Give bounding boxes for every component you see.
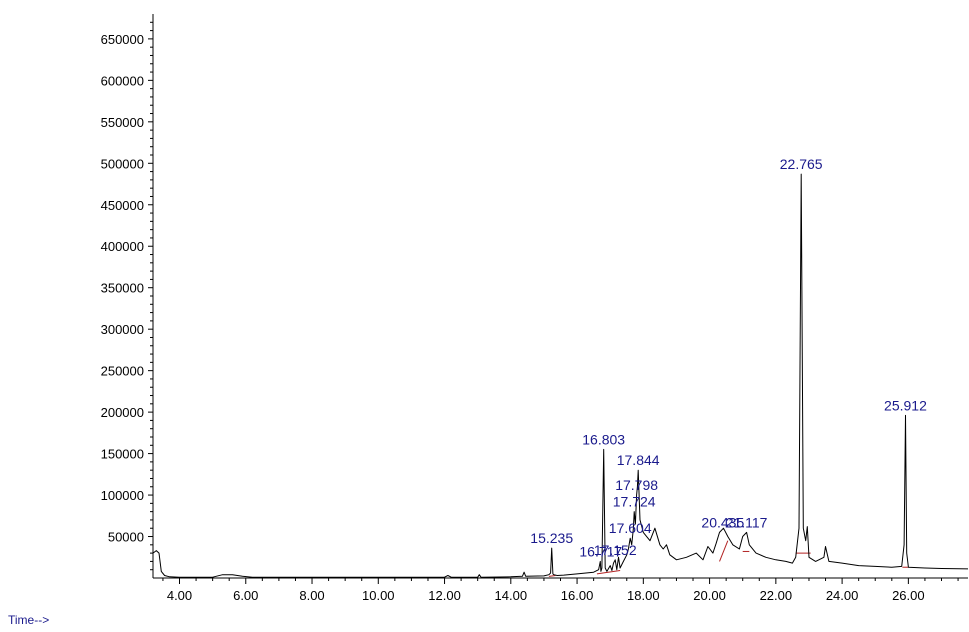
y-tick-label: 400000 bbox=[101, 239, 144, 254]
peak-label: 17.604 bbox=[609, 520, 652, 536]
x-tick-label: 20.00 bbox=[693, 588, 726, 603]
x-tick-label: 16.00 bbox=[561, 588, 594, 603]
x-tick-label: 8.00 bbox=[299, 588, 324, 603]
x-tick-label: 14.00 bbox=[495, 588, 528, 603]
peak-label: 17.152 bbox=[594, 542, 637, 558]
peak-label: 21.117 bbox=[726, 514, 768, 530]
y-tick-label: 350000 bbox=[101, 281, 144, 296]
peak-label: 25.912 bbox=[884, 397, 927, 413]
peak-label: 20.435 bbox=[701, 514, 744, 530]
peak-label: 16.717 bbox=[579, 543, 622, 559]
y-axis-ticks: 50000 100000 150000 200000 250000 300000 35000… bbox=[101, 21, 153, 571]
peak-labels: 15.235 16.717 16.803 17.152 17.604 17.72417.7… bbox=[530, 156, 927, 559]
x-axis-ticks: 4.00 6.00 8.00 10.00 12.00 14.00 16.00 18.00 20.… bbox=[162, 578, 959, 603]
y-tick-label: 200000 bbox=[101, 405, 144, 420]
series-traces bbox=[152, 173, 969, 578]
x-tick-label: 26.00 bbox=[892, 588, 925, 603]
peak-label: 15.235 bbox=[530, 530, 573, 546]
chromatogram-trace bbox=[152, 173, 969, 578]
x-tick-label: 4.00 bbox=[167, 588, 192, 603]
y-tick-label: 250000 bbox=[101, 364, 144, 379]
peak-label: 17.798 bbox=[615, 477, 658, 493]
y-tick-label: 50000 bbox=[108, 530, 144, 545]
y-tick-label: 650000 bbox=[101, 32, 144, 47]
x-tick-label: 24.00 bbox=[826, 588, 859, 603]
x-tick-label: 10.00 bbox=[362, 588, 395, 603]
integration-baseline bbox=[548, 575, 556, 577]
x-tick-label: 12.00 bbox=[428, 588, 461, 603]
x-tick-label: 22.00 bbox=[760, 588, 793, 603]
y-tick-label: 150000 bbox=[101, 447, 144, 462]
integration-baselines bbox=[548, 540, 909, 577]
y-tick-label: 100000 bbox=[101, 488, 144, 503]
peak-label: 17.844 bbox=[617, 452, 660, 468]
x-tick-label: 6.00 bbox=[233, 588, 258, 603]
y-tick-label: 450000 bbox=[101, 198, 144, 213]
integration-baseline bbox=[719, 540, 729, 562]
y-tick-label: 500000 bbox=[101, 156, 144, 171]
x-tick-label: 18.00 bbox=[627, 588, 660, 603]
y-tick-label: 600000 bbox=[101, 73, 144, 88]
peak-label: 17.724 bbox=[613, 494, 656, 510]
integration-baseline bbox=[596, 570, 621, 575]
y-tick-label: 550000 bbox=[101, 115, 144, 130]
peak-label: 22.765 bbox=[780, 156, 823, 172]
y-tick-label: 300000 bbox=[101, 322, 144, 337]
peak-label: 16.803 bbox=[582, 431, 625, 447]
x-axis-label: Time--> bbox=[8, 613, 49, 627]
